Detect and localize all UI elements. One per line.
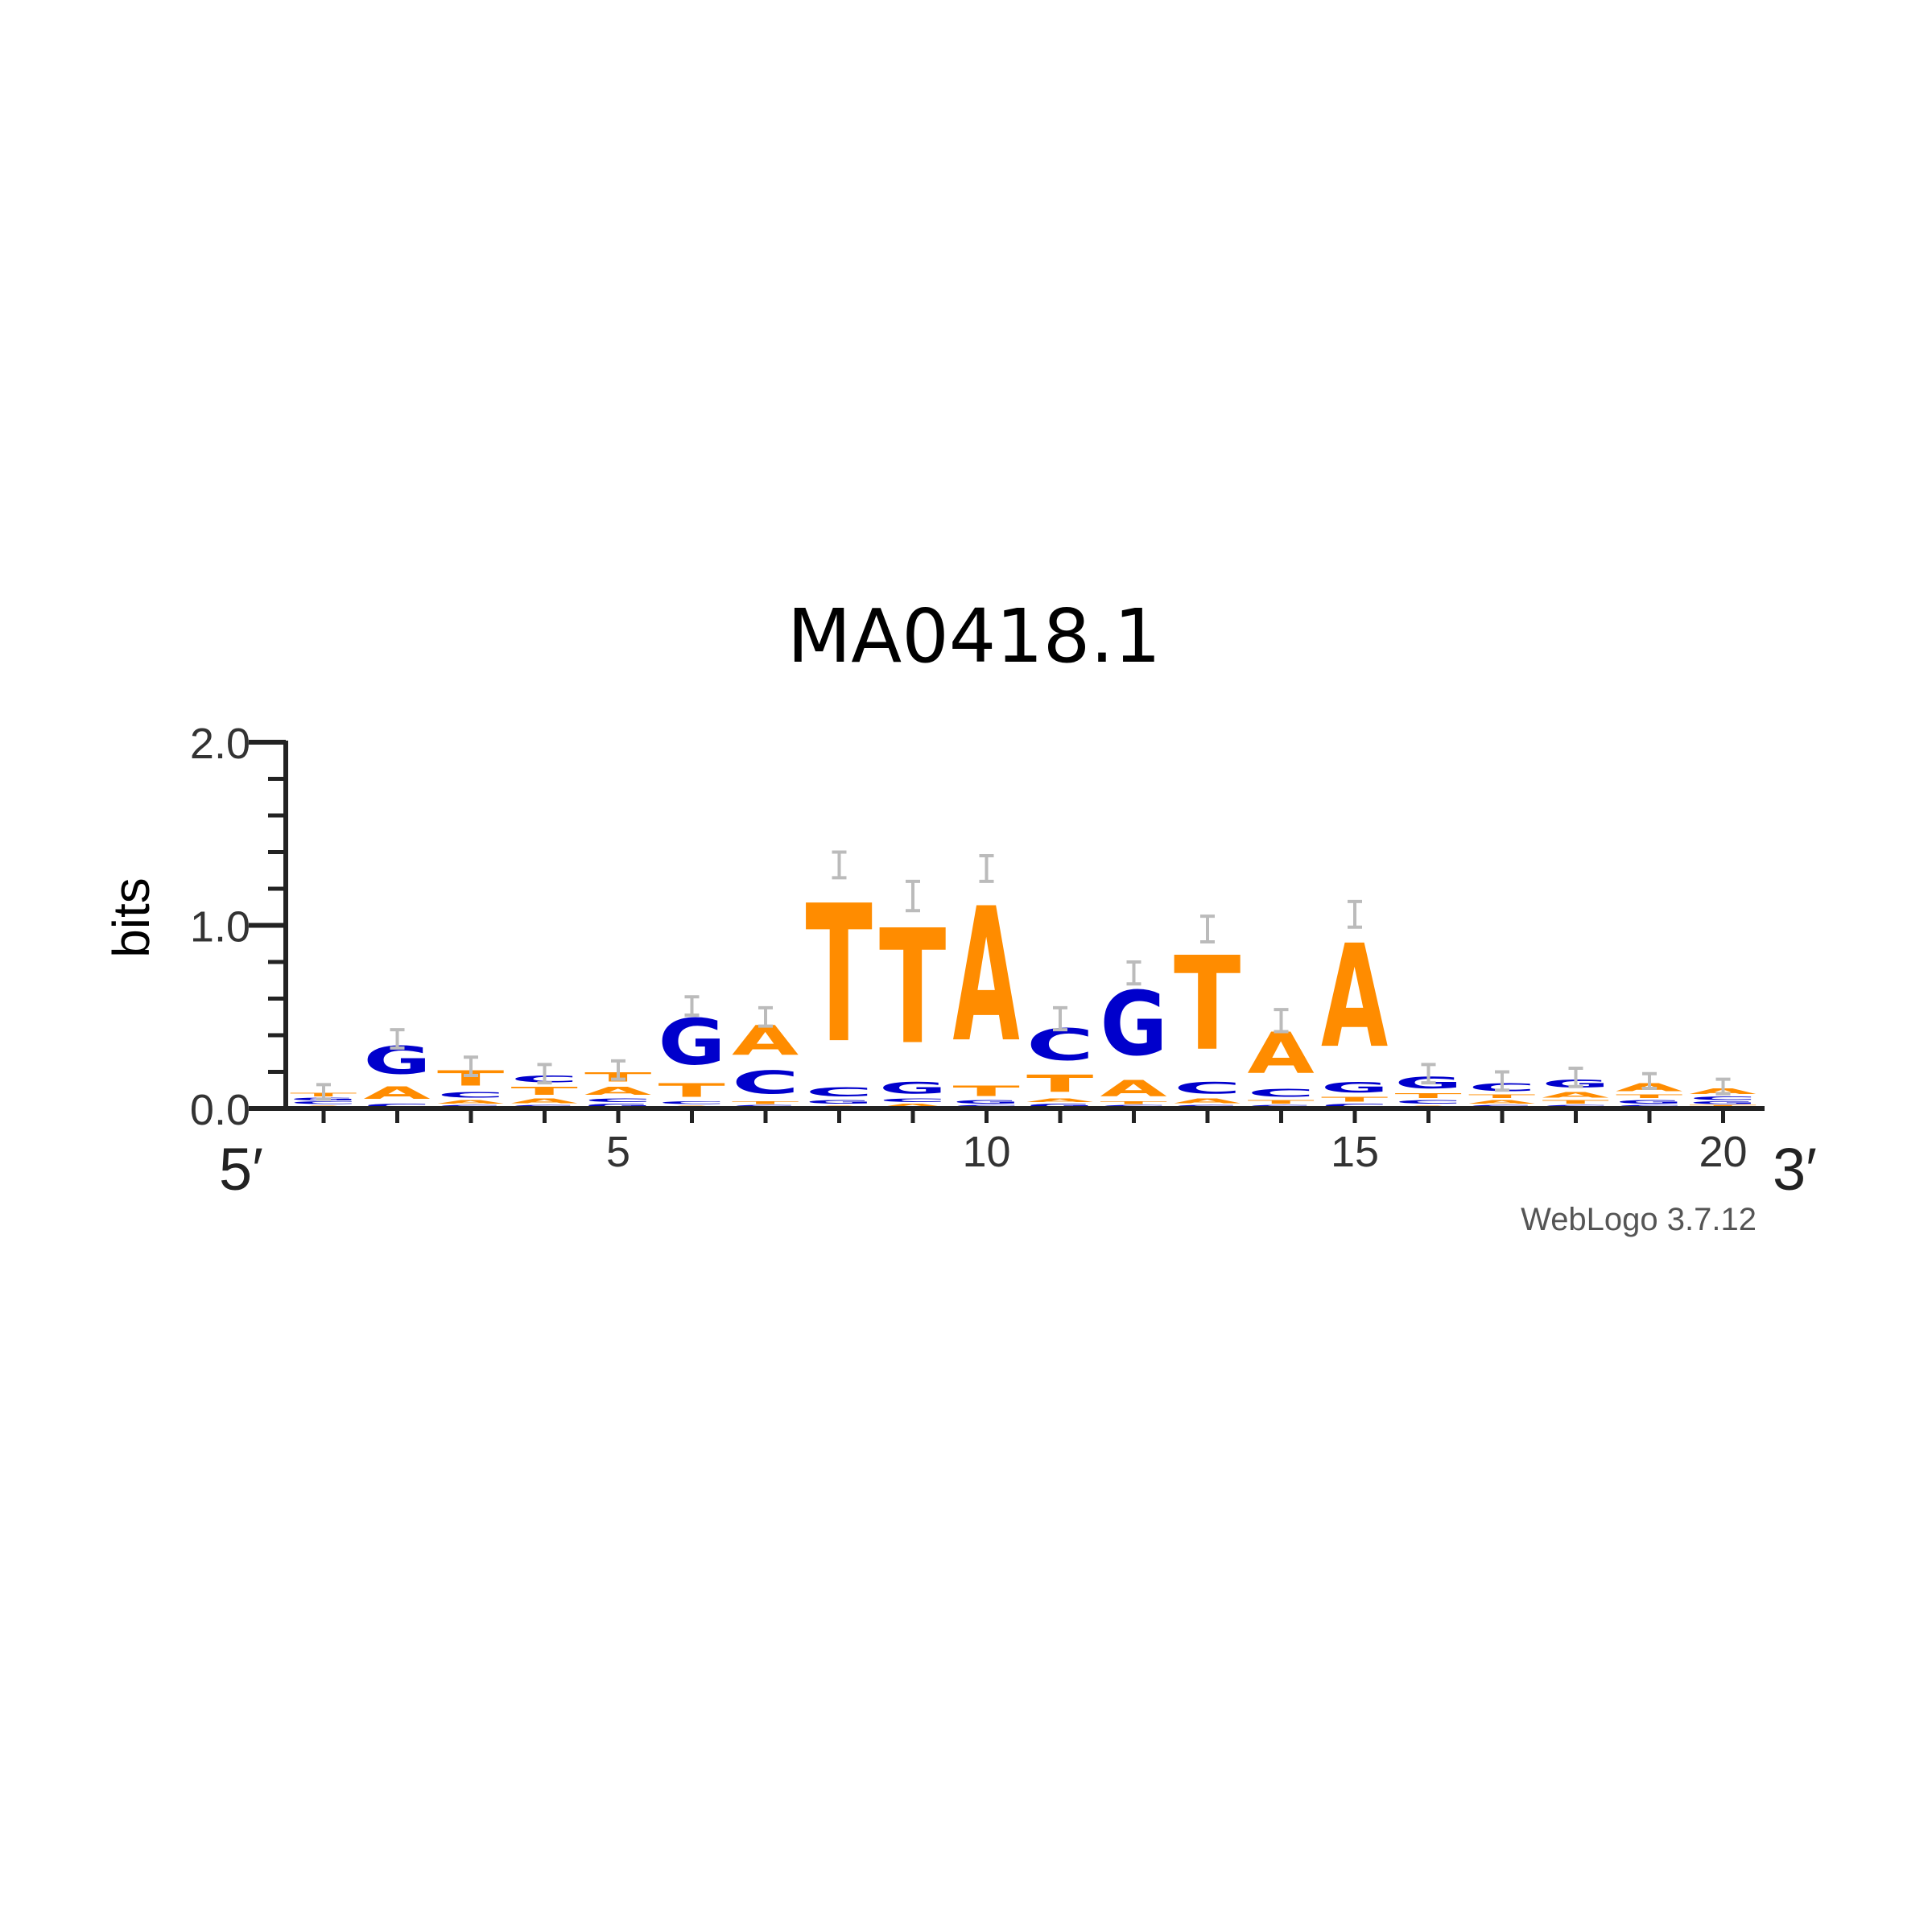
logo-letter-G-pos-8: G — [806, 1100, 873, 1105]
logo-letter-A-pos-13: A — [1174, 1097, 1241, 1104]
logo-letter-G-pos-5: G — [584, 1103, 652, 1108]
logo-letter-C-pos-16: C — [1395, 1100, 1463, 1105]
error-bar-pos-12 — [1126, 960, 1141, 986]
logo-letter-G-pos-10: G — [953, 1100, 1021, 1105]
logo-letter-C-pos-9: C — [879, 1097, 947, 1103]
x-axis: 5 10 15 20 — [283, 1106, 1765, 1176]
weblogo-credit: WebLogo 3.7.12 — [1521, 1202, 1757, 1237]
error-bar-pos-10 — [979, 854, 994, 883]
logo-letter-C-pos-5: C — [584, 1097, 652, 1103]
logo-letter-A-pos-2: A — [364, 1083, 431, 1103]
logo-letter-T-pos-18: T — [1542, 1100, 1609, 1105]
error-bar-pos-11 — [1053, 1005, 1067, 1032]
logo-letter-T-pos-17: T — [1468, 1094, 1535, 1100]
five-prime-label: 5′ — [219, 1136, 263, 1203]
logo-letter-T-pos-13: T — [1174, 929, 1241, 1080]
error-bar-pos-20 — [1715, 1077, 1731, 1096]
logo-letter-C-pos-13: C — [1174, 1080, 1241, 1098]
error-bar-pos-2 — [390, 1028, 405, 1050]
logo-letter-T-pos-11: T — [1026, 1070, 1094, 1097]
error-bar-pos-18 — [1568, 1066, 1583, 1088]
logo-letter-T-pos-8: T — [806, 865, 873, 1085]
logo-letter-C-pos-8: C — [806, 1085, 873, 1100]
logo-letter-A-pos-5: A — [584, 1085, 651, 1098]
logo-letter-G-pos-15: G — [1321, 1080, 1389, 1096]
error-bar-pos-17 — [1495, 1070, 1509, 1092]
error-bar-pos-4 — [537, 1063, 552, 1085]
logo-letter-T-pos-16: T — [1395, 1092, 1462, 1100]
error-bar-pos-15 — [1348, 899, 1362, 929]
logo-letter-C-pos-1: C — [290, 1101, 357, 1105]
y-tick-label: 2.0 — [190, 720, 250, 768]
error-bar-pos-5 — [611, 1059, 625, 1081]
error-bar-pos-8 — [832, 850, 847, 880]
logo-letter-A-pos-18: A — [1542, 1090, 1609, 1099]
logo-letter-G-pos-12: G — [1100, 973, 1168, 1075]
logo-letter-C-pos-15: C — [1321, 1103, 1389, 1108]
logo-letter-A-pos-10: A — [953, 869, 1020, 1084]
chart-title: MA0418.1 — [787, 593, 1161, 679]
logo-letter-A-pos-9: A — [879, 1103, 946, 1108]
error-bar-pos-6 — [684, 995, 700, 1017]
error-bar-pos-16 — [1421, 1063, 1436, 1085]
logo-letter-T-pos-12: T — [1100, 1101, 1167, 1105]
logo-letter-A-pos-15: A — [1321, 915, 1388, 1080]
x-tick-label: 10 — [962, 1128, 1010, 1176]
logo-letter-G-pos-9: G — [879, 1080, 947, 1098]
error-bar-pos-1 — [316, 1083, 331, 1101]
logo-letter-T-pos-4: T — [511, 1084, 578, 1097]
logo-letter-A-pos-4: A — [511, 1097, 578, 1104]
logo-letter-A-pos-17: A — [1468, 1100, 1535, 1105]
logo-letter-T-pos-14: T — [1248, 1100, 1315, 1105]
logo-letter-T-pos-7: T — [732, 1101, 799, 1105]
x-tick-label: 5 — [606, 1128, 630, 1176]
x-tick-label: 15 — [1331, 1128, 1379, 1176]
logo-letter-T-pos-15: T — [1321, 1096, 1388, 1103]
error-bar-pos-13 — [1200, 914, 1215, 943]
logo-letter-G-pos-6: G — [658, 1006, 726, 1080]
logo-letter-A-pos-3: A — [437, 1100, 504, 1105]
error-bar-pos-9 — [906, 879, 920, 913]
x-tick-label: 20 — [1699, 1128, 1747, 1176]
error-bars — [316, 850, 1731, 1101]
logo-letter-T-pos-19: T — [1616, 1094, 1682, 1100]
y-tick-label: 0.0 — [190, 1086, 250, 1134]
logo-letter-G-pos-11: G — [1026, 1103, 1094, 1108]
y-tick-label: 1.0 — [190, 903, 250, 952]
logo-letter-T-pos-10: T — [953, 1083, 1021, 1100]
logo-letter-T-pos-9: T — [879, 898, 946, 1080]
logo-letter-A-pos-12: A — [1100, 1075, 1168, 1101]
error-bar-pos-3 — [464, 1055, 478, 1078]
logo-letter-A-pos-11: A — [1026, 1097, 1093, 1103]
logo-letter-C-pos-14: C — [1248, 1087, 1315, 1100]
logo-letter-C-pos-3: C — [437, 1090, 505, 1099]
logo-letter-G-pos-19: G — [1616, 1100, 1683, 1105]
logo-letter-C-pos-6: C — [658, 1101, 726, 1105]
error-bar-pos-19 — [1642, 1071, 1657, 1090]
logo-letter-C-pos-7: C — [732, 1065, 799, 1101]
logo-letter-C-pos-20: C — [1690, 1096, 1757, 1101]
logo-letter-C-pos-2: C — [364, 1103, 431, 1108]
letter-stacks: ACGTCAGGACTGATCGCATACTGGTCAAGCTACGTCGTAG… — [290, 865, 1757, 1108]
y-axis: 0.0 1.0 2.0 — [190, 720, 288, 1134]
error-bar-pos-14 — [1274, 1008, 1289, 1034]
logo-letter-G-pos-20: G — [1690, 1101, 1757, 1105]
three-prime-label: 3′ — [1773, 1136, 1817, 1203]
logo-letter-T-pos-6: T — [658, 1080, 725, 1101]
error-bar-pos-7 — [758, 1005, 773, 1028]
y-axis-label: bits — [102, 877, 160, 958]
